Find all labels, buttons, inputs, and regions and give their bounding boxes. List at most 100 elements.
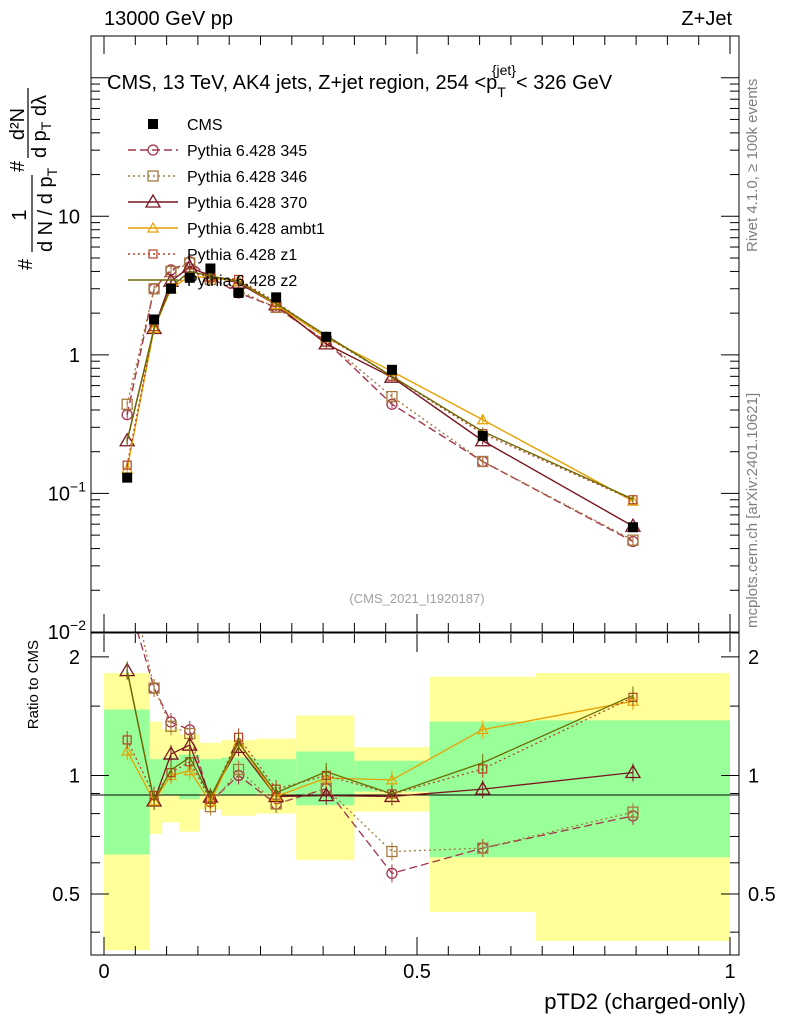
legend-marker-pythia-6-428-z1 bbox=[148, 249, 158, 259]
pythia-6-428-346-point bbox=[386, 390, 398, 403]
y-label-hash-2: # bbox=[7, 160, 29, 172]
y-tick-label: 10 bbox=[58, 206, 80, 228]
pythia-6-428-346-ratio-point bbox=[386, 845, 398, 858]
axis-ticks: 10−2 10−1 1 10 0.5 0.5 1 1 2 2 0 0.5 1 bbox=[48, 35, 776, 983]
legend-label-cms: CMS bbox=[187, 117, 223, 134]
y-tick-label: 1 bbox=[69, 345, 80, 367]
cms-data-point bbox=[477, 430, 488, 441]
pythia-6-428-346-point bbox=[477, 455, 489, 468]
legend-item-pythia-6-428-370: Pythia 6.428 370 bbox=[128, 193, 307, 212]
y-tick-label: 10−1 bbox=[48, 478, 86, 505]
cms-band-green-bin bbox=[535, 720, 730, 858]
legend-marker-pythia-6-428-346 bbox=[147, 170, 159, 182]
pythia-6-428-346-ratio-point bbox=[232, 763, 245, 776]
x-tick-label: 0.5 bbox=[403, 961, 431, 983]
cms-data-point bbox=[149, 314, 160, 325]
legend-label-pythia-6-428-ambt1: Pythia 6.428 ambt1 bbox=[187, 221, 325, 238]
cms-data-point bbox=[205, 263, 216, 274]
x-tick-label: 0 bbox=[98, 961, 109, 983]
pythia-6-428-346-ratio-point bbox=[165, 720, 177, 732]
pythia-6-428-346-ratio-line bbox=[141, 633, 634, 853]
pythia-6-428-z2-line bbox=[126, 270, 634, 500]
legend-label-pythia-6-428-z2: Pythia 6.428 z2 bbox=[187, 273, 297, 290]
y-label-denominator: d N / d pT bbox=[35, 167, 60, 252]
pythia-6-428-345-ratio-point bbox=[386, 867, 398, 880]
pythia-6-428-370-point bbox=[119, 432, 136, 447]
header-right-label: Z+Jet bbox=[681, 8, 732, 30]
pythia-6-428-370-ratio-point bbox=[318, 787, 335, 802]
legend-item-pythia-6-428-ambt1: Pythia 6.428 ambt1 bbox=[128, 221, 325, 238]
pythia-6-428-ambt1-ratio-point bbox=[385, 773, 398, 785]
cms-data-point bbox=[165, 283, 176, 294]
cms-data-point bbox=[321, 331, 332, 342]
pythia-6-428-346-point bbox=[165, 265, 177, 278]
ratio-tick-label-right: 0.5 bbox=[748, 884, 776, 906]
analysis-id-label: (CMS_2021_I1920187) bbox=[349, 591, 484, 606]
ratio-tick-label-right: 1 bbox=[748, 765, 759, 787]
legend-item-pythia-6-428-346: Pythia 6.428 346 bbox=[128, 169, 307, 186]
y-label-numerator-2: d²N bbox=[7, 108, 29, 140]
pythia-6-428-346-point bbox=[148, 283, 160, 295]
legend-marker-pythia-6-428-345 bbox=[147, 144, 159, 156]
ratio-tick-label-left: 2 bbox=[69, 647, 80, 669]
chart-title: CMS, 13 TeV, AK4 jets, Z+jet region, 254… bbox=[107, 62, 613, 100]
legend-label-pythia-6-428-346: Pythia 6.428 346 bbox=[187, 169, 307, 186]
legend-label-pythia-6-428-z1: Pythia 6.428 z1 bbox=[187, 247, 297, 264]
pythia-6-428-ambt1-ratio-point bbox=[183, 764, 196, 776]
pythia-6-428-ambt1-ratio-point bbox=[121, 744, 134, 756]
y-tick-label: 10−2 bbox=[48, 617, 86, 644]
pythia-6-428-346-ratio-point bbox=[627, 806, 639, 818]
pythia-6-428-346-ratio-point bbox=[477, 842, 489, 854]
legend-marker-pythia-6-428-370 bbox=[144, 193, 162, 208]
x-tick-label: 1 bbox=[724, 961, 735, 983]
legend-marker-cms bbox=[148, 119, 158, 129]
pythia-6-428-345-ratio-point bbox=[122, 592, 132, 602]
pythia-6-428-345-line bbox=[126, 260, 634, 543]
ratio-tick-label-right: 2 bbox=[748, 647, 759, 669]
cms-data-point bbox=[233, 287, 244, 298]
y-label-denominator-2: d pT dλ bbox=[29, 95, 54, 158]
pythia-6-428-370-ratio-point bbox=[474, 780, 491, 795]
pythia-6-428-z1-point bbox=[122, 460, 132, 470]
pythia-6-428-370-line bbox=[126, 266, 634, 527]
y-axis-label: # 1 d N / d pT # d²N d pT dλ bbox=[7, 88, 60, 270]
legend-marker-pythia-6-428-ambt1 bbox=[146, 221, 160, 233]
pythia-6-428-370-ratio-point bbox=[162, 745, 180, 760]
pythia-6-428-ambt1-line bbox=[126, 275, 634, 502]
pythia-6-428-ambt1-point bbox=[626, 494, 639, 506]
pythia-6-428-z1-ratio-point bbox=[122, 735, 132, 745]
legend-item-pythia-6-428-z2: Pythia 6.428 z2 bbox=[128, 273, 297, 290]
legend: CMS Pythia 6.428 345 Pythia 6.428 346 Pythi… bbox=[128, 117, 325, 290]
cms-data-point bbox=[122, 472, 133, 483]
ratio-tick-label-left: 1 bbox=[69, 765, 80, 787]
pythia-6-428-ambt1-point bbox=[476, 413, 489, 425]
cms-data-point bbox=[271, 292, 282, 303]
pythia-6-428-346-point bbox=[121, 398, 133, 410]
legend-item-pythia-6-428-345: Pythia 6.428 345 bbox=[128, 143, 307, 160]
pythia-6-428-346-point bbox=[627, 534, 639, 546]
axes-frame bbox=[90, 35, 740, 956]
legend-label-pythia-6-428-370: Pythia 6.428 370 bbox=[187, 195, 307, 212]
cms-data-point bbox=[386, 364, 397, 375]
pythia-6-428-346-line bbox=[126, 262, 634, 541]
ratio-tick-label-left: 0.5 bbox=[52, 884, 80, 906]
pythia-6-428-370-ratio-point bbox=[624, 764, 642, 779]
header-left-label: 13000 GeV pp bbox=[104, 8, 233, 30]
ratio-panel-series bbox=[119, 562, 642, 883]
legend-item-pythia-6-428-z1: Pythia 6.428 z1 bbox=[128, 247, 297, 264]
pythia-6-428-346-ratio-point bbox=[148, 682, 160, 694]
cms-band-green-bin bbox=[149, 759, 163, 794]
cms-data-point bbox=[184, 272, 195, 283]
x-axis-label: pTD2 (charged-only) bbox=[544, 989, 746, 1014]
cms-uncertainty-bands bbox=[104, 673, 730, 951]
legend-label-pythia-6-428-345: Pythia 6.428 345 bbox=[187, 143, 307, 160]
pythia-6-428-346-ratio-point bbox=[122, 562, 132, 572]
pythia-6-428-370-point bbox=[318, 335, 335, 350]
cms-data-point bbox=[627, 522, 638, 533]
main-panel-series bbox=[119, 256, 642, 548]
pythia-6-428-ambt1-ratio-point bbox=[476, 723, 489, 735]
y-label-numerator: 1 bbox=[9, 209, 31, 220]
legend-item-cms: CMS bbox=[148, 117, 223, 134]
ratio-y-axis-label: Ratio to CMS bbox=[25, 640, 42, 729]
